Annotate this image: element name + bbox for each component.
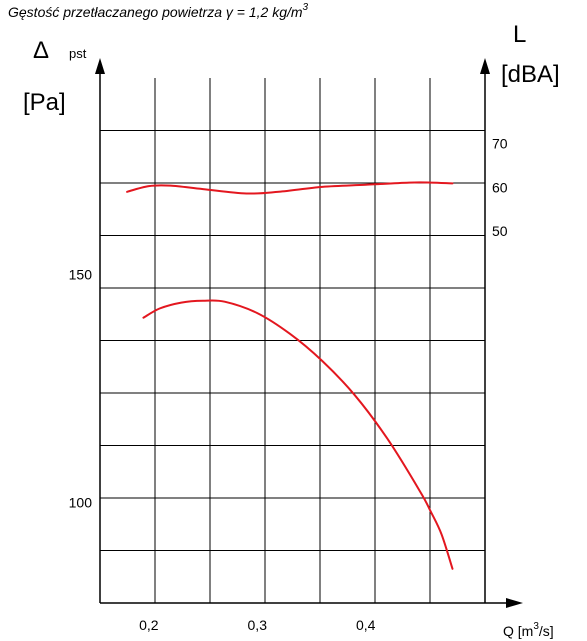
right-axis-arrow bbox=[480, 58, 490, 74]
left-axis-subscript: pst bbox=[69, 46, 87, 61]
left-tick-label: 100 bbox=[69, 495, 93, 511]
density-note: Gęstość przetłaczanego powietrza γ = 1,2… bbox=[8, 2, 309, 20]
left-axis-arrow bbox=[95, 58, 105, 74]
series bbox=[126, 181, 454, 570]
noise-level-curve bbox=[126, 181, 454, 195]
x-tick-label: 0,3 bbox=[248, 617, 268, 633]
x-tick-label: 0,4 bbox=[356, 617, 376, 633]
left-tick-label: 150 bbox=[69, 266, 93, 282]
x-axis-label: Q [m3/s] bbox=[503, 621, 554, 639]
left-axis-unit: [Pa] bbox=[23, 89, 66, 116]
pressure-curve bbox=[142, 299, 454, 570]
right-axis-label: L bbox=[513, 21, 526, 48]
left-axis-symbol: Δ bbox=[33, 37, 49, 64]
x-tick-label: 0,2 bbox=[139, 617, 159, 633]
x-axis-arrow bbox=[506, 598, 523, 608]
axes: 150 100 70 60 50 0,2 0,3 0,4 bbox=[69, 58, 523, 633]
grid bbox=[100, 78, 485, 603]
labels: Gęstość przetłaczanego powietrza γ = 1,2… bbox=[8, 2, 560, 639]
right-tick-label: 60 bbox=[492, 179, 508, 195]
right-tick-label: 50 bbox=[492, 223, 508, 239]
right-axis-unit: [dBA] bbox=[501, 61, 560, 88]
right-tick-label: 70 bbox=[492, 136, 508, 152]
